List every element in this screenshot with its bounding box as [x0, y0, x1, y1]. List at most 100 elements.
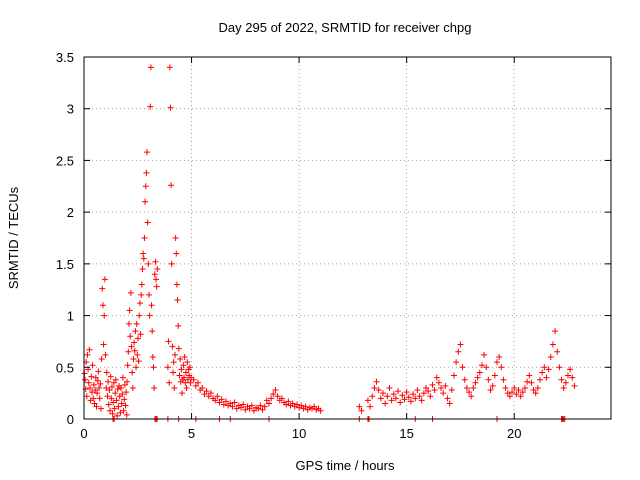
data-point — [250, 407, 257, 414]
data-point — [110, 399, 117, 406]
data-point — [167, 104, 174, 111]
data-point — [123, 389, 130, 396]
data-point — [487, 387, 494, 394]
data-point — [119, 374, 126, 381]
data-point — [543, 374, 550, 381]
data-point — [175, 345, 182, 352]
data-point — [94, 377, 101, 384]
data-point — [435, 379, 442, 386]
data-point — [220, 401, 227, 408]
data-point — [515, 387, 522, 394]
data-point — [358, 407, 365, 414]
data-point — [103, 369, 110, 376]
data-point — [399, 392, 406, 399]
data-point — [412, 395, 419, 402]
data-point — [552, 328, 559, 335]
data-point — [369, 393, 376, 400]
data-point — [144, 149, 151, 156]
data-point — [500, 376, 507, 383]
data-point — [174, 297, 181, 304]
data-point — [317, 407, 324, 414]
data-point — [392, 395, 399, 402]
data-point — [171, 384, 178, 391]
data-point — [298, 402, 305, 409]
grid — [84, 57, 611, 419]
data-point — [519, 389, 526, 396]
data-point — [178, 366, 185, 373]
data-point — [121, 381, 128, 388]
data-point — [539, 369, 546, 376]
data-point — [207, 390, 214, 397]
data-point — [125, 348, 132, 355]
data-point — [130, 356, 137, 363]
data-point — [272, 387, 279, 394]
data-point — [168, 182, 175, 189]
data-point — [530, 387, 537, 394]
data-point — [442, 382, 449, 389]
data-point — [137, 331, 144, 338]
data-point — [222, 398, 229, 405]
data-point — [113, 397, 120, 404]
data-point — [433, 374, 440, 381]
data-point — [138, 281, 145, 288]
data-point — [556, 364, 563, 371]
data-point — [177, 356, 184, 363]
y-axis-label: SRMTID / TECUs — [6, 186, 21, 289]
data-point — [242, 406, 249, 413]
data-point — [265, 400, 272, 407]
data-point — [416, 393, 423, 400]
data-point — [364, 397, 371, 404]
data-point — [145, 291, 152, 298]
data-point — [403, 389, 410, 396]
data-point — [257, 402, 264, 409]
data-point — [498, 364, 505, 371]
data-point — [390, 391, 397, 398]
data-point — [86, 346, 93, 353]
data-point — [410, 391, 417, 398]
data-point — [124, 378, 131, 385]
data-point — [149, 353, 156, 360]
data-point — [205, 393, 212, 400]
data-point — [227, 400, 234, 407]
data-point — [259, 406, 266, 413]
data-point — [395, 388, 402, 395]
data-point — [125, 320, 132, 327]
data-point — [414, 387, 421, 394]
data-point — [571, 382, 578, 389]
data-point — [141, 235, 148, 241]
data-point — [114, 386, 121, 393]
data-point — [195, 379, 202, 386]
data-point — [289, 400, 296, 407]
data-point — [524, 378, 531, 385]
data-point — [509, 389, 516, 396]
data-point — [131, 347, 138, 354]
data-point — [92, 387, 99, 394]
data-point — [129, 384, 136, 391]
data-point — [184, 359, 191, 366]
data-point — [83, 393, 90, 400]
data-point — [444, 395, 451, 402]
data-point — [107, 373, 114, 380]
data-point — [388, 397, 395, 404]
data-point — [103, 384, 110, 391]
data-point — [153, 276, 160, 283]
data-point — [203, 388, 210, 395]
data-point — [468, 393, 475, 400]
data-point — [425, 388, 432, 395]
data-point — [528, 379, 535, 386]
data-point — [91, 400, 98, 407]
data-point — [151, 384, 158, 391]
y-tick-label: 1 — [67, 309, 74, 324]
data-point — [85, 379, 92, 386]
data-point — [96, 384, 103, 391]
data-point — [504, 390, 511, 397]
data-point — [135, 358, 142, 365]
data-point — [255, 405, 262, 412]
data-point — [117, 409, 124, 416]
data-point — [453, 359, 460, 366]
data-point — [448, 387, 455, 394]
data-point — [145, 260, 152, 267]
data-point — [175, 322, 182, 329]
data-point — [129, 369, 136, 376]
data-point — [138, 291, 145, 298]
